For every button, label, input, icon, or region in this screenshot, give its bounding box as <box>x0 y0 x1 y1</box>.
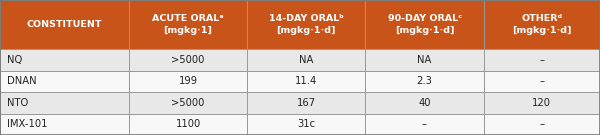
Bar <box>129 114 247 135</box>
Text: ACUTE ORALᵃ
[mgkg·1]: ACUTE ORALᵃ [mgkg·1] <box>152 14 224 35</box>
Text: NA: NA <box>418 55 431 65</box>
Bar <box>365 71 484 92</box>
Text: NQ: NQ <box>7 55 22 65</box>
Bar <box>247 92 365 114</box>
Bar <box>0 114 129 135</box>
Text: –: – <box>539 55 544 65</box>
Text: 1100: 1100 <box>175 119 201 129</box>
Bar <box>484 49 600 71</box>
Bar <box>365 0 484 49</box>
Text: 199: 199 <box>179 76 197 86</box>
Text: –: – <box>422 119 427 129</box>
Bar <box>484 114 600 135</box>
Bar <box>247 71 365 92</box>
Text: –: – <box>539 76 544 86</box>
Text: DNAN: DNAN <box>7 76 37 86</box>
Text: NA: NA <box>299 55 313 65</box>
Bar <box>0 49 129 71</box>
Bar <box>0 92 129 114</box>
Bar <box>484 71 600 92</box>
Text: >5000: >5000 <box>172 55 205 65</box>
Bar <box>365 114 484 135</box>
Bar <box>484 0 600 49</box>
Bar <box>247 49 365 71</box>
Bar <box>247 0 365 49</box>
Bar <box>0 71 129 92</box>
Bar <box>0 0 129 49</box>
Bar <box>365 49 484 71</box>
Text: 167: 167 <box>297 98 316 108</box>
Text: 2.3: 2.3 <box>416 76 433 86</box>
Text: NTO: NTO <box>7 98 28 108</box>
Text: 11.4: 11.4 <box>295 76 317 86</box>
Bar <box>247 114 365 135</box>
Bar <box>129 49 247 71</box>
Text: 14-DAY ORALᵇ
[mgkg·1·d]: 14-DAY ORALᵇ [mgkg·1·d] <box>269 14 344 35</box>
Bar <box>129 0 247 49</box>
Text: 40: 40 <box>418 98 431 108</box>
Bar <box>484 92 600 114</box>
Text: 90-DAY ORALᶜ
[mgkg·1·d]: 90-DAY ORALᶜ [mgkg·1·d] <box>388 14 461 35</box>
Text: –: – <box>539 119 544 129</box>
Bar <box>365 92 484 114</box>
Text: CONSTITUENT: CONSTITUENT <box>27 20 102 29</box>
Text: 31c: 31c <box>297 119 316 129</box>
Text: >5000: >5000 <box>172 98 205 108</box>
Text: 120: 120 <box>532 98 551 108</box>
Bar <box>129 92 247 114</box>
Text: OTHERᵈ
[mgkg·1·d]: OTHERᵈ [mgkg·1·d] <box>512 14 572 35</box>
Text: IMX-101: IMX-101 <box>7 119 48 129</box>
Bar <box>129 71 247 92</box>
